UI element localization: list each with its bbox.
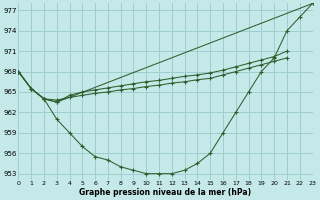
X-axis label: Graphe pression niveau de la mer (hPa): Graphe pression niveau de la mer (hPa) [79,188,252,197]
